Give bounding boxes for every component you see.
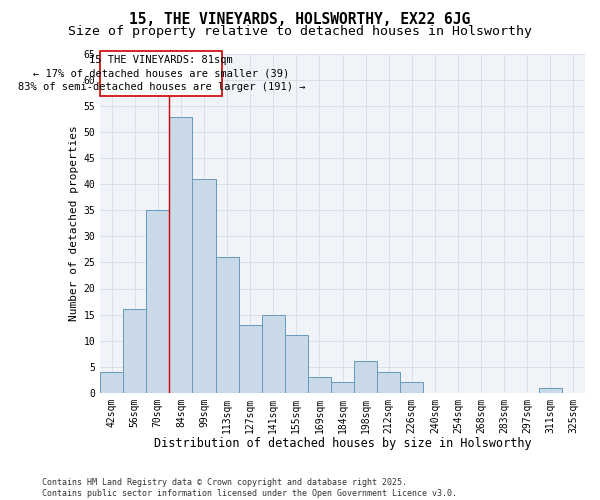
Bar [331, 382, 354, 392]
Bar [354, 362, 377, 392]
Y-axis label: Number of detached properties: Number of detached properties [69, 126, 79, 321]
Bar [100, 372, 123, 392]
FancyBboxPatch shape [100, 52, 223, 96]
Bar [262, 314, 285, 392]
Bar [285, 336, 308, 392]
Bar [123, 310, 146, 392]
X-axis label: Distribution of detached houses by size in Holsworthy: Distribution of detached houses by size … [154, 437, 532, 450]
Bar [539, 388, 562, 392]
Text: 15 THE VINEYARDS: 81sqm
← 17% of detached houses are smaller (39)
83% of semi-de: 15 THE VINEYARDS: 81sqm ← 17% of detache… [17, 56, 305, 92]
Bar [169, 116, 193, 392]
Bar [400, 382, 424, 392]
Bar [193, 179, 215, 392]
Bar [308, 377, 331, 392]
Text: 15, THE VINEYARDS, HOLSWORTHY, EX22 6JG: 15, THE VINEYARDS, HOLSWORTHY, EX22 6JG [130, 12, 470, 28]
Text: Contains HM Land Registry data © Crown copyright and database right 2025.
Contai: Contains HM Land Registry data © Crown c… [42, 478, 457, 498]
Bar [377, 372, 400, 392]
Text: Size of property relative to detached houses in Holsworthy: Size of property relative to detached ho… [68, 25, 532, 38]
Bar [146, 210, 169, 392]
Bar [239, 325, 262, 392]
Bar [215, 257, 239, 392]
